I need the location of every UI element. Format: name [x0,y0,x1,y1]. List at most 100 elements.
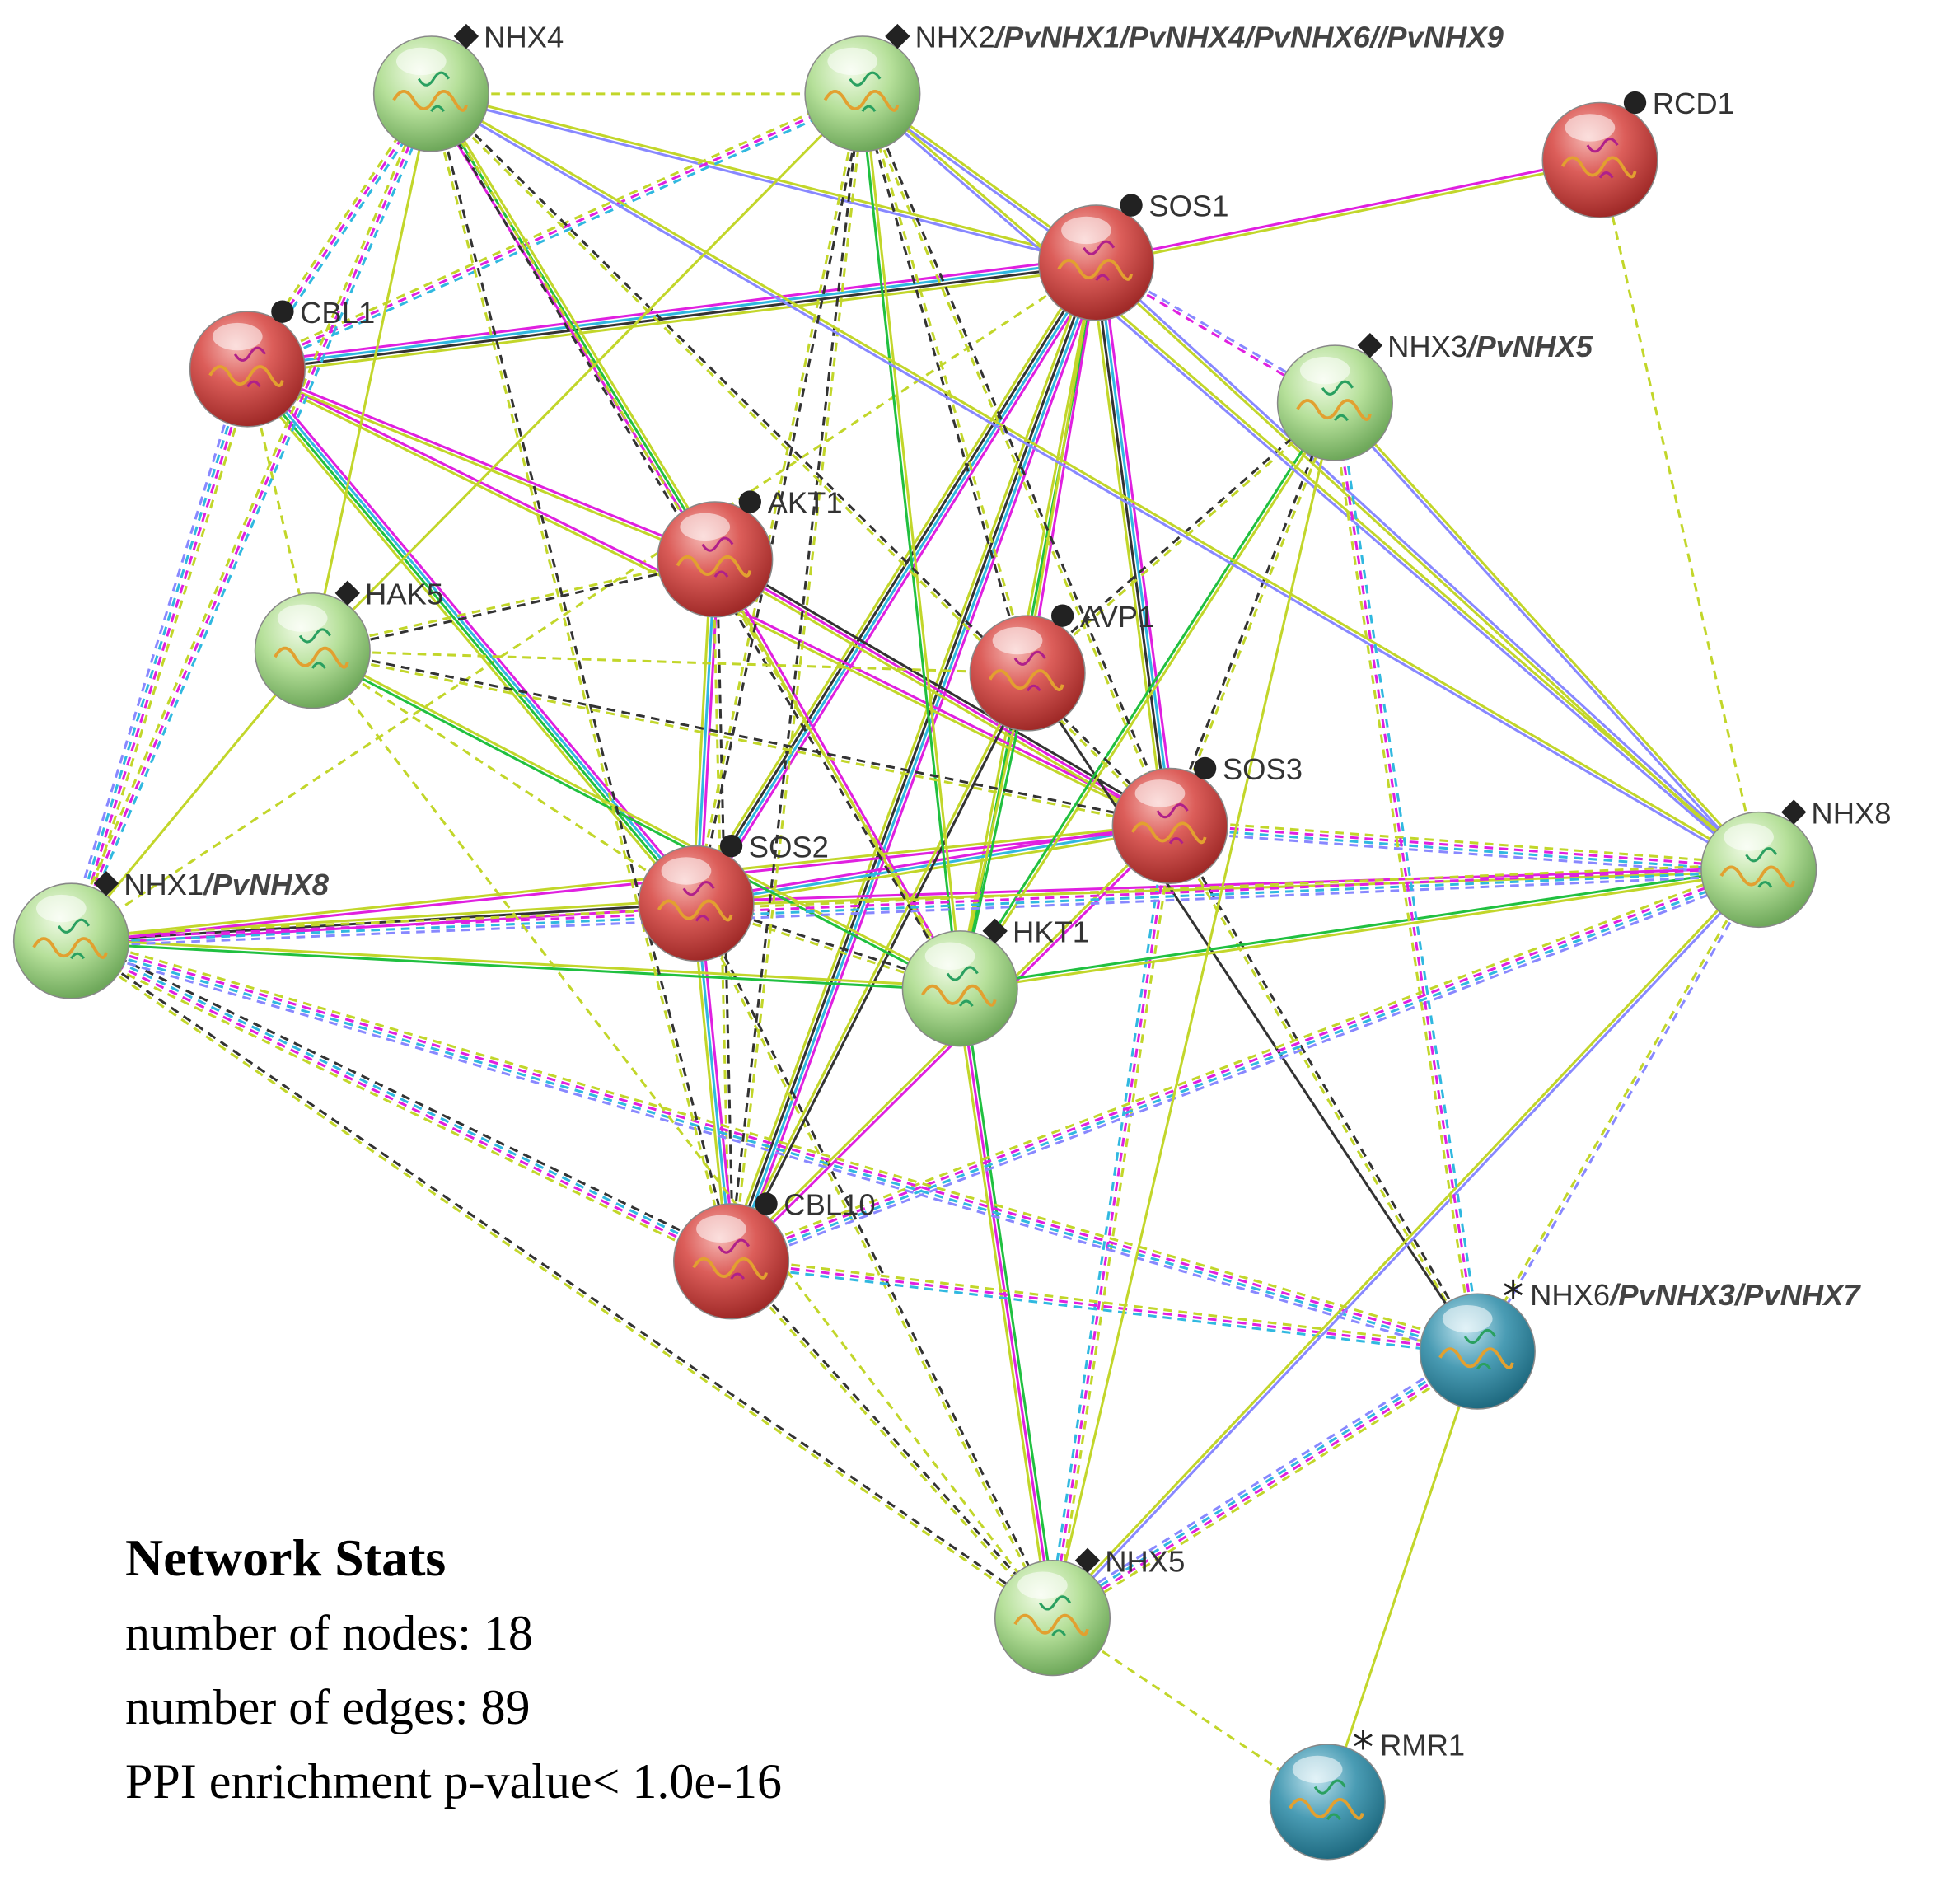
node-sos2[interactable]: SOS2 [638,830,829,962]
edge-NHX4-CBL10[interactable] [428,92,735,1262]
node-rcd1[interactable]: RCD1 [1541,87,1734,219]
node-cbl1[interactable]: CBL1 [189,296,376,428]
edge-HKT1-NHX3[interactable] [957,400,1338,990]
edge-NHX6-NHX3[interactable] [1330,402,1483,1353]
node-sos1[interactable]: SOS1 [1038,190,1229,321]
node-nhx6[interactable]: * NHX6/PvNHX3/PvNHX7 [1419,1273,1862,1410]
protein-structure-icon [1463,1328,1496,1370]
edge-SOS2-CBL10[interactable] [691,902,737,1262]
edge-line-textmining [1170,818,1760,866]
edge-NHX6-RMR1[interactable] [1326,1350,1479,1803]
edge-CBL10-NHX1[interactable] [68,934,735,1268]
edge-NHX5-NHX3[interactable] [1051,402,1336,1618]
edge-NHX1-NHX8[interactable] [71,863,1760,948]
edge-CBL1-AKT1[interactable] [246,366,717,563]
protein-structure-icon [682,881,715,922]
edge-NHX8-NHX2[interactable] [860,91,1761,873]
node-highlight [35,894,87,923]
node-cbl10[interactable]: CBL10 [673,1188,876,1320]
circle-marker-icon [719,834,743,858]
node-nhx1[interactable]: NHX1/PvNHX8 [12,868,330,999]
edge-line-coexpression [693,260,1096,904]
edge-SOS3-NHX8[interactable] [1169,818,1760,877]
edge-HKT1-NHX8[interactable] [959,866,1760,992]
edge-HKT1-NHX1[interactable] [71,938,961,992]
edge-SOS1-SOS3[interactable] [1089,261,1177,827]
node-hak5[interactable]: HAK5 [254,578,444,709]
edge-AKT1-HKT1[interactable] [712,557,963,990]
edge-line-neighborhood [311,651,960,992]
node-nhx4[interactable]: NHX4 [372,21,564,152]
edge-AVP1-NHX3[interactable] [1025,400,1337,676]
node-rmr1[interactable]: * RMR1 [1269,1723,1465,1861]
node-akt1[interactable]: AKT1 [657,486,843,618]
edge-SOS3-NHX1[interactable] [71,822,1171,944]
edge-HAK5-SOS2[interactable] [311,649,697,905]
edge-NHX4-HAK5[interactable] [311,93,433,652]
edge-NHX6-NHX5[interactable] [1049,1346,1481,1624]
node-nhx2[interactable]: NHX2/PvNHX1/PvNHX4/PvNHX6//PvNHX9 [804,21,1504,152]
edge-AVP1-NHX2[interactable] [859,92,1031,675]
edge-line-databases [1337,402,1483,1351]
edge-NHX2-HAK5[interactable] [311,92,863,652]
node-label-aliases: /PvNHX5 [1466,330,1593,363]
edge-line-coexpression [728,261,1096,1261]
edge-CBL1-SOS1[interactable] [246,255,1097,377]
edge-CBL10-NHX5[interactable] [728,1259,1055,1621]
edge-line-homology [1097,260,1761,869]
edge-NHX4-SOS3[interactable] [428,91,1172,829]
protein-structure-icon [1313,1779,1346,1821]
edge-CBL10-NHX8[interactable] [728,863,1761,1268]
edge-NHX1-NHX6[interactable] [69,934,1480,1359]
edge-line-textmining [693,93,863,904]
edge-HKT1-NHX5[interactable] [955,987,1058,1619]
circle-marker-icon [1120,194,1143,217]
edge-AVP1-NHX6[interactable] [1026,672,1479,1353]
edge-SOS1-SOS2[interactable] [690,259,1102,907]
edge-line-experiments [247,366,717,559]
node-avp1[interactable]: AVP1 [969,600,1154,732]
node-label-base: SOS1 [1148,190,1228,223]
edge-HKT1-HAK5[interactable] [311,648,961,992]
edge-SOS1-NHX1[interactable] [70,261,1097,943]
edge-line-textmining [1051,402,1336,1618]
node-label: HKT1 [1013,915,1089,949]
edge-AVP1-CBL10[interactable] [728,672,1031,1263]
node-sos3[interactable]: SOS3 [1111,752,1303,884]
edge-NHX2-SOS3[interactable] [859,92,1173,827]
edge-SOS3-NHX6[interactable] [1167,824,1481,1354]
edge-HKT1-NHX2[interactable] [859,93,963,990]
edge-line-homology [64,367,244,940]
edge-SOS1-AVP1[interactable] [1024,262,1100,674]
edge-CBL10-NHX6[interactable] [730,1256,1479,1357]
edge-HKT1-NHX4[interactable] [428,91,963,990]
edge-CBL1-NHX2[interactable] [245,89,865,374]
edge-line-textmining [731,1256,1479,1350]
edge-NHX8-RCD1[interactable] [1598,160,1761,870]
node-nhx5[interactable]: NHX5 [994,1544,1186,1677]
edge-SOS3-NHX3[interactable] [1167,401,1338,827]
edge-SOS1-RCD1[interactable] [1095,157,1601,266]
edge-NHX2-SOS2[interactable] [693,93,866,905]
edge-NHX1-HAK5[interactable] [70,649,314,943]
node-hkt1[interactable]: HKT1 [901,915,1089,1047]
edge-NHX1-NHX4[interactable] [66,91,437,943]
node-nhx8[interactable]: NHX8 [1700,796,1892,929]
edge-SOS2-NHX8[interactable] [695,866,1759,907]
edge-NHX8-NHX5[interactable] [1050,867,1761,1621]
edge-SOS2-NHX5[interactable] [693,901,1055,1620]
node-nhx3[interactable]: NHX3/PvNHX5 [1276,330,1593,461]
edge-NHX8-NHX6[interactable] [1475,868,1762,1354]
edge-line-textmining [66,91,429,940]
edge-HAK5-NHX5[interactable] [311,649,1054,1619]
edge-SOS1-NHX4[interactable] [430,91,1097,266]
edge-HAK5-SOS3[interactable] [311,647,1171,830]
edge-line-neighborhood [71,941,961,992]
edge-CBL10-NHX2[interactable] [727,93,866,1262]
edge-SOS3-NHX5[interactable] [1047,825,1176,1619]
edge-CBL1-NHX1[interactable] [64,367,255,943]
edge-NHX8-NHX4[interactable] [429,91,1761,873]
edge-NHX1-NHX5[interactable] [69,938,1055,1621]
edge-NHX8-NHX3[interactable] [1332,400,1761,873]
